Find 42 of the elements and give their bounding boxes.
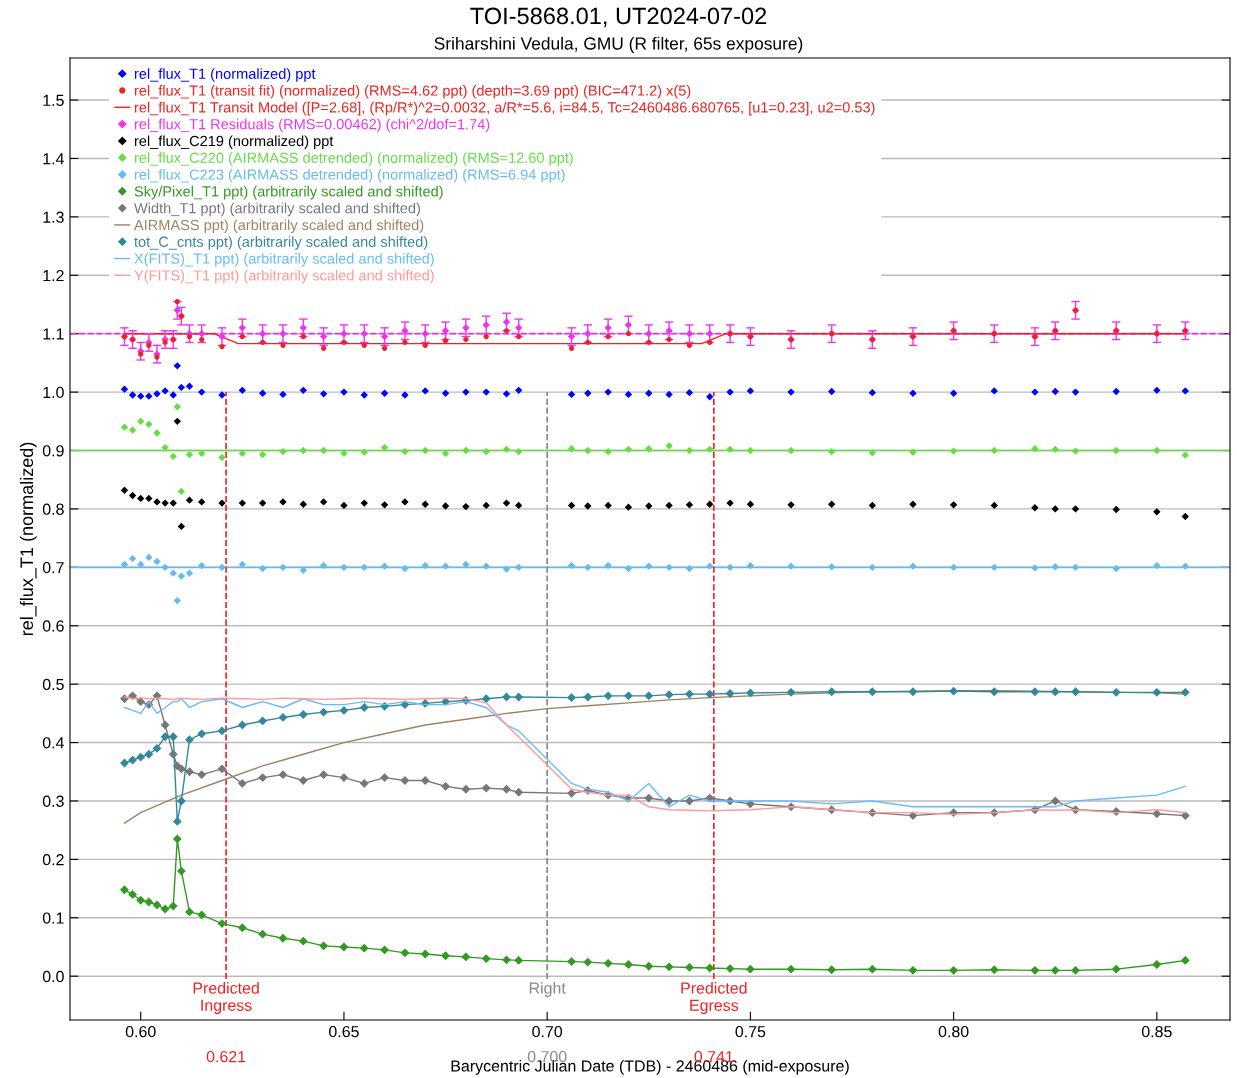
x-tick-label: 0.85 — [1141, 1025, 1172, 1038]
y-tick-label: 0.1 — [42, 912, 64, 924]
ref-line-label: Right — [529, 982, 566, 997]
y-tick-label: 0.3 — [42, 795, 64, 807]
legend-label: rel_flux_T1 Transit Model ([P=2.68], (Rp/R*)^2=0.0032, a/R*=5.6, i=84.5, Tc=2460486.680765, [u1=0.23], u2=0.53) — [134, 101, 875, 116]
ref-line-label: Predicted Ingress — [193, 982, 259, 1015]
chart-title: TOI-5868.01, UT2024-07-02 — [470, 7, 767, 28]
y-tick-label: 1.5 — [43, 94, 64, 106]
y-tick-label: 0.5 — [42, 678, 64, 691]
x-tick-label: 0.70 — [532, 1025, 563, 1038]
y-tick-label: 0.0 — [42, 970, 64, 983]
legend-label: rel_flux_C219 (normalized) ppt — [134, 135, 334, 150]
legend-label: rel_flux_T1 (transit fit) (normalized) (RMS=4.62 ppt) (depth=3.69 ppt) (BIC=471.2) x(5) — [134, 85, 691, 99]
y-tick-label: 0.7 — [42, 561, 64, 574]
x-tick-label: 0.75 — [735, 1025, 766, 1038]
legend-label: AIRMASS ppt) (arbitrarily scaled and shifted) — [134, 219, 424, 234]
y-tick-label: 0.6 — [42, 620, 64, 632]
y-tick-label: 0.2 — [42, 854, 64, 866]
legend-label: tot_C_cnts ppt) (arbitrarily scaled and shifted) — [134, 236, 428, 250]
y-tick-label: 1.0 — [43, 386, 64, 399]
legend-label: rel_flux_C220 (AIRMASS detrended) (normalized) (RMS=12.60 ppt) — [134, 152, 573, 166]
legend-label: X(FITS)_T1 ppt) (arbitrarily scaled and shifted) — [134, 253, 434, 267]
x-tick-label: 0.65 — [329, 1025, 359, 1038]
y-tick-label: 0.4 — [42, 737, 64, 749]
x-tick-label: 0.60 — [125, 1025, 156, 1038]
legend-label: Width_T1 ppt) (arbitrarily scaled and shifted) — [134, 202, 420, 217]
chart-subtitle: Sriharshini Vedula, GMU (R filter, 65s exposure) — [434, 36, 803, 54]
y-tick-label: 1.3 — [43, 211, 64, 223]
legend-label: Sky/Pixel_T1 ppt) (arbitrarily scaled and shifted) — [134, 185, 443, 200]
y-tick-label: 0.8 — [42, 503, 64, 515]
text: 0.621 — [206, 1050, 246, 1063]
legend-label: Y(FITS)_T1 ppt) (arbitrarily scaled and shifted) — [134, 269, 434, 284]
legend-label: rel_flux_T1 Residuals (RMS=0.00462) (chi^2/dof=1.74) — [134, 118, 490, 133]
legend-label: rel_flux_C223 (AIRMASS detrended) (normalized) (RMS=6.94 ppt) — [134, 169, 565, 183]
y-tick-label: 1.2 — [43, 269, 64, 282]
y-tick-label: 1.1 — [43, 328, 64, 340]
ref-line-label: Predicted Egress — [681, 982, 747, 1015]
x-tick-label: 0.80 — [938, 1025, 969, 1038]
y-axis-title: rel_flux_T1 (normalized) — [19, 442, 37, 636]
legend-label: rel_flux_T1 (normalized) ppt — [134, 68, 316, 82]
y-tick-label: 1.4 — [43, 153, 64, 165]
y-tick-label: 0.9 — [42, 445, 64, 457]
